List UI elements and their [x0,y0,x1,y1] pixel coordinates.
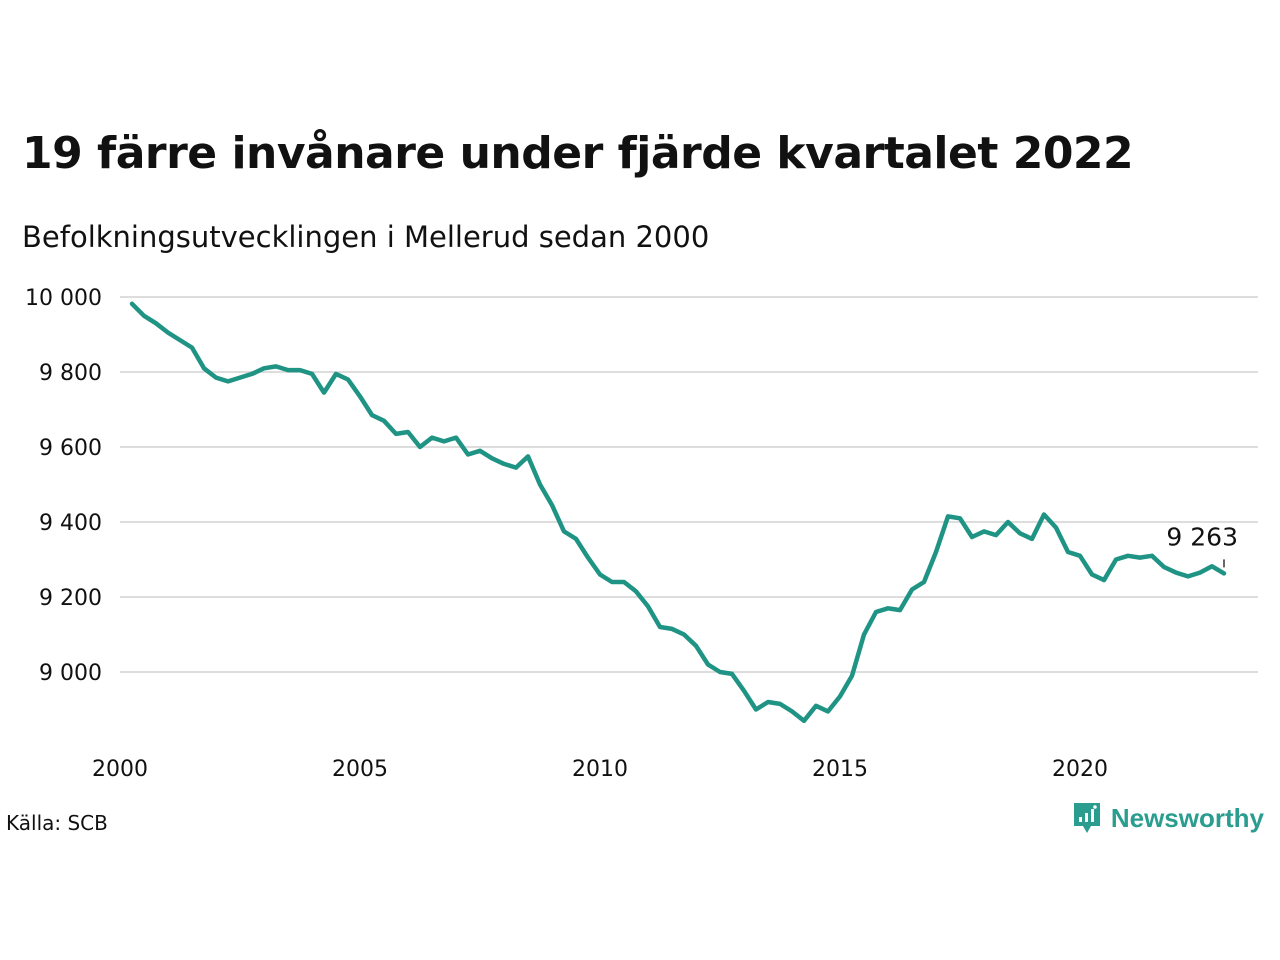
y-tick-label: 9 000 [39,661,102,686]
brand-logo: Newsworthy [1071,800,1264,836]
x-tick-label: 2015 [812,757,868,782]
series-line [129,301,1227,724]
source-note: Källa: SCB [6,811,108,835]
brand-name: Newsworthy [1110,802,1264,833]
chart-title: 19 färre invånare under fjärde kvartalet… [22,128,1134,179]
chart-subtitle: Befolkningsutvecklingen i Mellerud sedan… [22,220,710,254]
y-tick-label: 9 200 [39,586,102,611]
end-value-label: 9 263 [1166,522,1238,551]
y-tick-label: 10 000 [25,286,102,311]
y-tick-label: 9 800 [39,361,102,386]
y-tick-label: 9 600 [39,436,102,461]
x-tick-label: 2020 [1052,757,1108,782]
x-tick-label: 2005 [332,757,388,782]
bar-chart-icon [1073,803,1100,833]
x-tick-label: 2010 [572,757,628,782]
y-tick-label: 9 400 [39,511,102,536]
x-tick-label: 2000 [92,757,148,782]
